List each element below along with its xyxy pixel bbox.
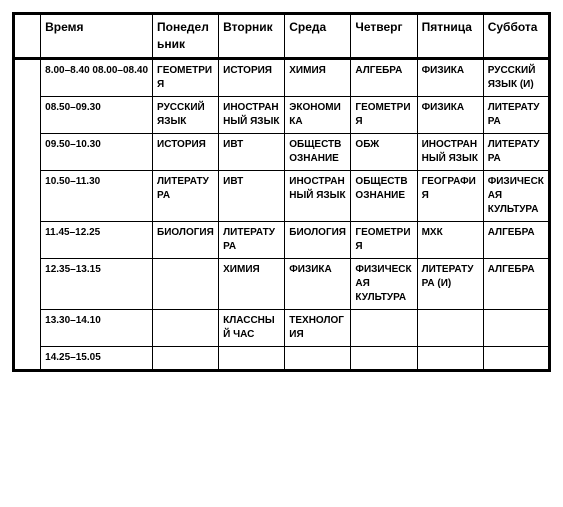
cell: ИСТОРИЯ xyxy=(153,133,219,170)
schedule-body: 8.00–8.40 08.00–08.40 ГЕОМЕТРИЯ ИСТОРИЯ … xyxy=(14,58,550,370)
schedule-table: Время Понедельник Вторник Среда Четверг … xyxy=(12,12,551,372)
cell: ГЕОМЕТРИЯ xyxy=(153,58,219,96)
cell: ТЕХНОЛОГИЯ xyxy=(285,309,351,346)
cell: ГЕОГРАФИЯ xyxy=(417,170,483,221)
time-cell: 10.50–11.30 xyxy=(41,170,153,221)
header-sat: Суббота xyxy=(483,14,549,59)
cell: АЛГЕБРА xyxy=(483,221,549,258)
rowspan-blank xyxy=(14,58,41,370)
cell: БИОЛОГИЯ xyxy=(285,221,351,258)
cell: ГЕОМЕТРИЯ xyxy=(351,221,417,258)
cell: ХИМИЯ xyxy=(219,258,285,309)
table-row: 14.25–15.05 xyxy=(14,346,550,370)
time-cell: 11.45–12.25 xyxy=(41,221,153,258)
cell: ЛИТЕРАТУРА xyxy=(483,96,549,133)
table-row: 13.30–14.10 КЛАССНЫЙ ЧАС ТЕХНОЛОГИЯ xyxy=(14,309,550,346)
time-cell: 12.35–13.15 xyxy=(41,258,153,309)
cell xyxy=(219,346,285,370)
table-row: 11.45–12.25 БИОЛОГИЯ ЛИТЕРАТУРА БИОЛОГИЯ… xyxy=(14,221,550,258)
cell: РУССКИЙ ЯЗЫК (И) xyxy=(483,58,549,96)
cell: ОБЩЕСТВОЗНАНИЕ xyxy=(285,133,351,170)
cell xyxy=(483,346,549,370)
header-thu: Четверг xyxy=(351,14,417,59)
header-fri: Пятница xyxy=(417,14,483,59)
cell xyxy=(153,346,219,370)
cell: ФИЗИКА xyxy=(417,58,483,96)
table-row: 12.35–13.15 ХИМИЯ ФИЗИКА ФИЗИЧЕСКАЯ КУЛЬ… xyxy=(14,258,550,309)
cell: РУССКИЙ ЯЗЫК xyxy=(153,96,219,133)
cell xyxy=(153,258,219,309)
table-row: 09.50–10.30 ИСТОРИЯ ИВТ ОБЩЕСТВОЗНАНИЕ О… xyxy=(14,133,550,170)
cell: ИНОСТРАННЫЙ ЯЗЫК xyxy=(417,133,483,170)
cell: ИНОСТРАННЫЙ ЯЗЫК xyxy=(285,170,351,221)
cell xyxy=(351,346,417,370)
cell: ЭКОНОМИКА xyxy=(285,96,351,133)
time-cell: 14.25–15.05 xyxy=(41,346,153,370)
cell: ХИМИЯ xyxy=(285,58,351,96)
cell: ОБЖ xyxy=(351,133,417,170)
cell: КЛАССНЫЙ ЧАС xyxy=(219,309,285,346)
cell: МХК xyxy=(417,221,483,258)
cell: ИСТОРИЯ xyxy=(219,58,285,96)
cell xyxy=(483,309,549,346)
cell xyxy=(285,346,351,370)
header-blank xyxy=(14,14,41,59)
cell xyxy=(417,309,483,346)
header-time: Время xyxy=(41,14,153,59)
cell: ЛИТЕРАТУРА xyxy=(483,133,549,170)
cell: ФИЗИКА xyxy=(285,258,351,309)
cell: ФИЗИЧЕСКАЯ КУЛЬТУРА xyxy=(483,170,549,221)
cell xyxy=(153,309,219,346)
cell: ИВТ xyxy=(219,170,285,221)
time-cell: 8.00–8.40 08.00–08.40 xyxy=(41,58,153,96)
cell xyxy=(417,346,483,370)
cell: ЛИТЕРАТУРА xyxy=(219,221,285,258)
cell xyxy=(351,309,417,346)
header-wed: Среда xyxy=(285,14,351,59)
time-cell: 08.50–09.30 xyxy=(41,96,153,133)
cell: ЛИТЕРАТУРА (И) xyxy=(417,258,483,309)
table-row: 08.50–09.30 РУССКИЙ ЯЗЫК ИНОСТРАННЫЙ ЯЗЫ… xyxy=(14,96,550,133)
cell: ЛИТЕРАТУРА xyxy=(153,170,219,221)
header-tue: Вторник xyxy=(219,14,285,59)
header-row: Время Понедельник Вторник Среда Четверг … xyxy=(14,14,550,59)
time-cell: 09.50–10.30 xyxy=(41,133,153,170)
cell: ИНОСТРАННЫЙ ЯЗЫК xyxy=(219,96,285,133)
cell: БИОЛОГИЯ xyxy=(153,221,219,258)
cell: ФИЗИЧЕСКАЯ КУЛЬТУРА xyxy=(351,258,417,309)
cell: ГЕОМЕТРИЯ xyxy=(351,96,417,133)
cell: АЛГЕБРА xyxy=(351,58,417,96)
cell: ОБЩЕСТВОЗНАНИЕ xyxy=(351,170,417,221)
cell: ИВТ xyxy=(219,133,285,170)
header-mon: Понедельник xyxy=(153,14,219,59)
table-row: 8.00–8.40 08.00–08.40 ГЕОМЕТРИЯ ИСТОРИЯ … xyxy=(14,58,550,96)
cell: ФИЗИКА xyxy=(417,96,483,133)
cell: АЛГЕБРА xyxy=(483,258,549,309)
table-row: 10.50–11.30 ЛИТЕРАТУРА ИВТ ИНОСТРАННЫЙ Я… xyxy=(14,170,550,221)
time-cell: 13.30–14.10 xyxy=(41,309,153,346)
